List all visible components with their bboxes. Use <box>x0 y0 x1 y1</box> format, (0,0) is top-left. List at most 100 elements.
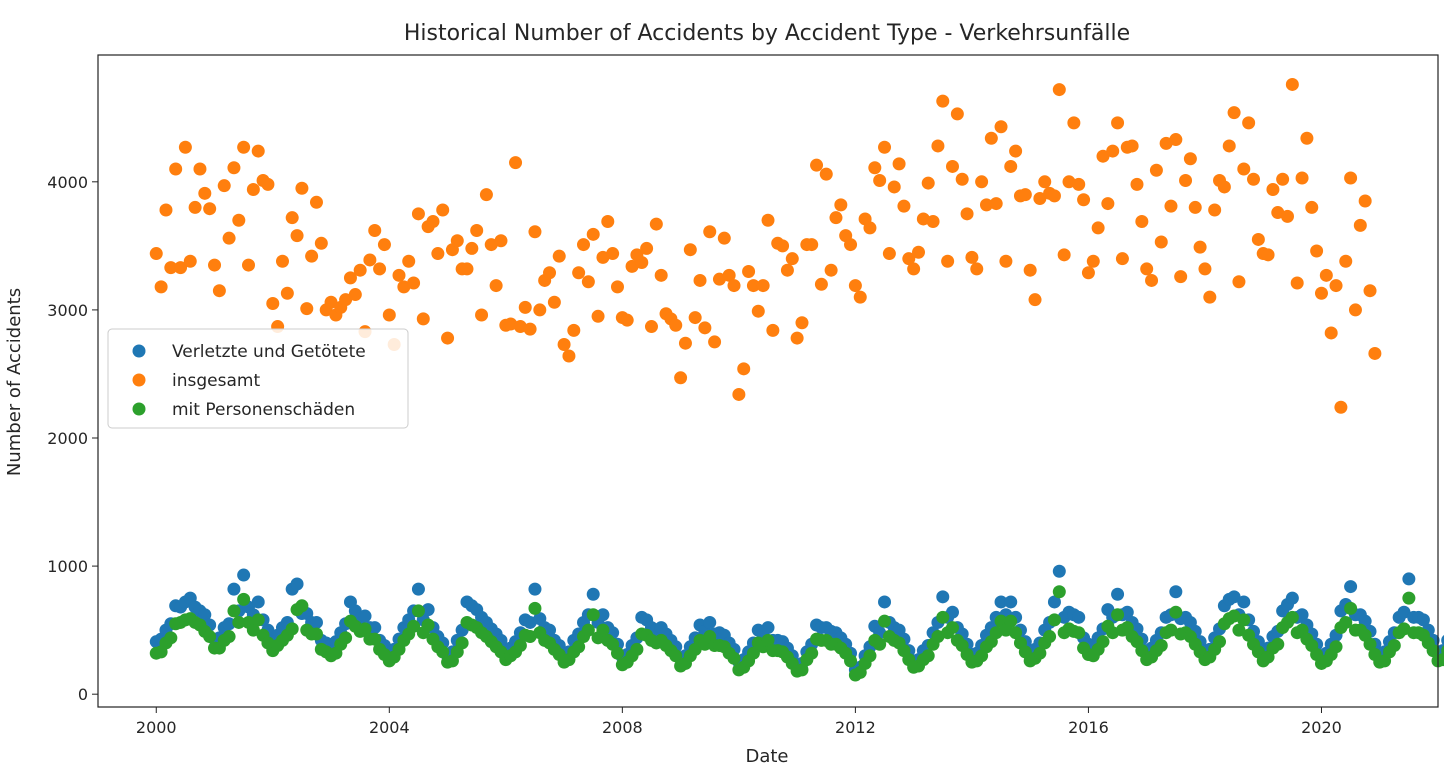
point-mit-personensch-den <box>1402 591 1416 605</box>
point-insgesamt <box>945 159 959 173</box>
point-insgesamt <box>183 254 197 268</box>
point-insgesamt <box>887 180 901 194</box>
point-insgesamt <box>1164 199 1178 213</box>
point-insgesamt <box>1149 163 1163 177</box>
point-verletzte-und-get-tete <box>1227 590 1241 604</box>
chart-title: Historical Number of Accidents by Accide… <box>404 21 1130 46</box>
x-axis-ticks: 2000 2004 2008 2012 2016 2020 <box>136 707 1342 737</box>
point-insgesamt <box>1188 200 1202 214</box>
point-insgesamt <box>1358 194 1372 208</box>
x-tick-label: 2008 <box>602 718 643 737</box>
point-insgesamt <box>1072 177 1086 191</box>
point-verletzte-und-get-tete <box>761 621 775 635</box>
point-insgesamt <box>227 161 241 175</box>
point-insgesamt <box>1334 400 1348 414</box>
point-insgesamt <box>761 213 775 227</box>
point-insgesamt <box>290 229 304 243</box>
point-insgesamt <box>547 295 561 309</box>
point-insgesamt <box>1140 262 1154 276</box>
point-insgesamt <box>1183 152 1197 166</box>
point-insgesamt <box>1193 240 1207 254</box>
point-insgesamt <box>1251 232 1265 246</box>
point-verletzte-und-get-tete <box>198 608 212 622</box>
y-tick-label: 2000 <box>47 429 88 448</box>
point-insgesamt <box>280 286 294 300</box>
point-verletzte-und-get-tete <box>368 621 382 635</box>
point-insgesamt <box>1300 131 1314 145</box>
point-mit-personensch-den <box>581 623 595 637</box>
point-insgesamt <box>193 162 207 176</box>
point-insgesamt <box>402 254 416 268</box>
point-insgesamt <box>912 245 926 259</box>
point-verletzte-und-get-tete <box>936 590 950 604</box>
point-verletzte-und-get-tete <box>945 605 959 619</box>
point-verletzte-und-get-tete <box>1237 595 1251 609</box>
point-insgesamt <box>392 268 406 282</box>
point-insgesamt <box>756 279 770 293</box>
point-insgesamt <box>1009 144 1023 158</box>
point-insgesamt <box>368 223 382 237</box>
point-insgesamt <box>640 241 654 255</box>
point-insgesamt <box>178 140 192 154</box>
point-insgesamt <box>300 302 314 316</box>
point-insgesamt <box>979 198 993 212</box>
point-insgesamt <box>1285 77 1299 91</box>
point-insgesamt <box>523 322 537 336</box>
point-insgesamt <box>999 254 1013 268</box>
point-insgesamt <box>732 387 746 401</box>
point-verletzte-und-get-tete <box>528 582 542 596</box>
point-insgesamt <box>1227 106 1241 120</box>
point-insgesamt <box>1314 286 1328 300</box>
x-tick-label: 2020 <box>1301 718 1342 737</box>
point-insgesamt <box>572 266 586 280</box>
legend-label-personenschaeden: mit Personenschäden <box>172 400 355 420</box>
x-tick-label: 2004 <box>369 718 410 737</box>
point-mit-personensch-den <box>1213 635 1227 649</box>
point-insgesamt <box>382 308 396 322</box>
point-insgesamt <box>305 249 319 263</box>
point-mit-personensch-den <box>1363 637 1377 651</box>
point-insgesamt <box>154 280 168 294</box>
point-insgesamt <box>785 252 799 266</box>
point-mit-personensch-den <box>844 654 858 668</box>
point-insgesamt <box>610 280 624 294</box>
point-mit-personensch-den <box>805 646 819 660</box>
y-axis-label: Number of Accidents <box>4 288 25 476</box>
point-mit-personensch-den <box>572 640 586 654</box>
point-verletzte-und-get-tete <box>1402 572 1416 586</box>
point-mit-personensch-den <box>921 649 935 663</box>
point-mit-personensch-den <box>227 604 241 618</box>
point-mit-personensch-den <box>1426 644 1440 658</box>
point-insgesamt <box>844 238 858 252</box>
point-insgesamt <box>819 167 833 181</box>
point-insgesamt <box>955 172 969 186</box>
point-insgesamt <box>698 321 712 335</box>
point-verletzte-und-get-tete <box>1344 580 1358 594</box>
point-insgesamt <box>1106 144 1120 158</box>
point-insgesamt <box>1067 116 1081 130</box>
x-tick-label: 2012 <box>835 718 876 737</box>
point-insgesamt <box>824 263 838 277</box>
point-verletzte-und-get-tete <box>411 582 425 596</box>
point-insgesamt <box>1145 273 1159 287</box>
point-insgesamt <box>232 213 246 227</box>
point-insgesamt <box>562 349 576 363</box>
point-mit-personensch-den <box>1339 615 1353 629</box>
point-insgesamt <box>1135 215 1149 229</box>
point-verletzte-und-get-tete <box>358 609 372 623</box>
legend-marker-verletzte <box>132 344 146 358</box>
point-insgesamt <box>441 331 455 345</box>
point-insgesamt <box>275 254 289 268</box>
point-mit-personensch-den <box>1009 626 1023 640</box>
point-insgesamt <box>795 316 809 330</box>
point-insgesamt <box>620 313 634 327</box>
point-verletzte-und-get-tete <box>237 568 251 582</box>
x-tick-label: 2000 <box>136 718 177 737</box>
point-insgesamt <box>348 288 362 302</box>
point-verletzte-und-get-tete <box>309 615 323 629</box>
point-insgesamt <box>567 323 581 337</box>
x-axis-label: Date <box>745 746 788 767</box>
point-mit-personensch-den <box>1047 613 1061 627</box>
point-insgesamt <box>577 238 591 252</box>
